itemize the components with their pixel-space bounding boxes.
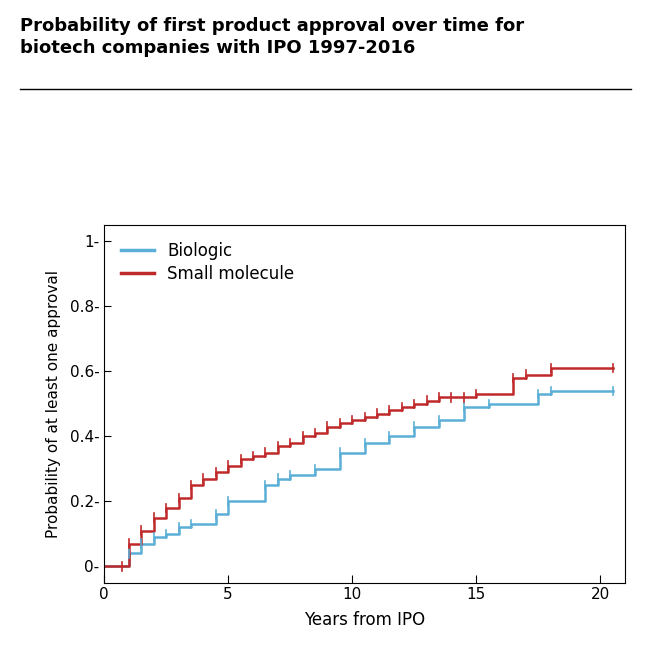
Text: Probability of first product approval over time for
biotech companies with IPO 1: Probability of first product approval ov… (20, 17, 523, 58)
Legend: Biologic, Small molecule: Biologic, Small molecule (113, 234, 303, 291)
Y-axis label: Probability of at least one approval: Probability of at least one approval (46, 270, 61, 538)
X-axis label: Years from IPO: Years from IPO (304, 611, 425, 629)
